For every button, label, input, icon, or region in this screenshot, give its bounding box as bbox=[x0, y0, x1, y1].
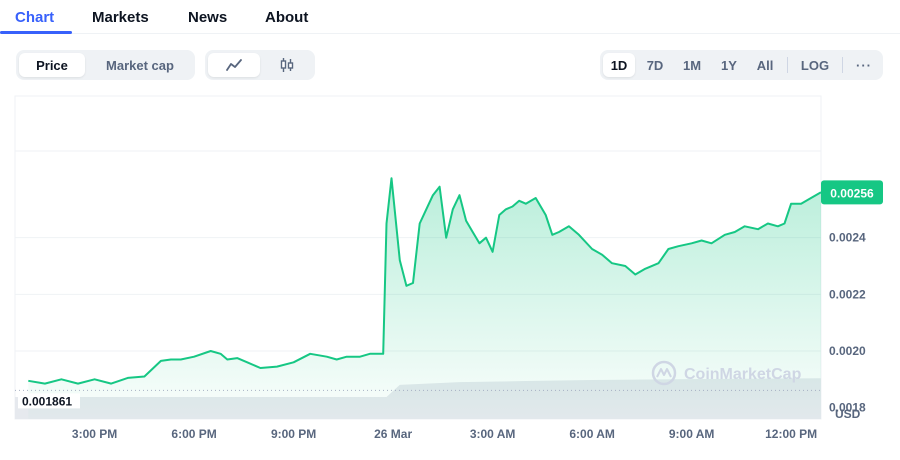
tab-news[interactable]: News bbox=[188, 9, 228, 26]
x-tick-label: 26 Mar bbox=[374, 427, 412, 441]
price-chart[interactable]: 0.001861 CoinMarketCap 0.0018 0.0020 0.002… bbox=[0, 90, 900, 460]
x-tick-label: 9:00 AM bbox=[669, 427, 715, 441]
log-scale-button[interactable]: LOG bbox=[800, 57, 830, 73]
more-options-button[interactable]: ··· bbox=[856, 57, 872, 73]
x-tick-label: 12:00 PM bbox=[765, 427, 817, 441]
tab-bar: Chart Markets News About bbox=[0, 0, 900, 34]
watermark-text: CoinMarketCap bbox=[684, 366, 802, 383]
line-chart-icon bbox=[226, 59, 242, 71]
coinmarketcap-watermark: CoinMarketCap bbox=[651, 360, 802, 386]
x-tick-label: 3:00 PM bbox=[72, 427, 117, 441]
toolbar-divider bbox=[842, 57, 843, 73]
x-tick-label: 6:00 PM bbox=[171, 427, 216, 441]
line-chart-button[interactable] bbox=[208, 53, 260, 77]
reference-price-bg bbox=[18, 393, 80, 409]
x-tick-label: 3:00 AM bbox=[470, 427, 516, 441]
currency-label: USD bbox=[835, 407, 861, 421]
y-tick-label: 0.0022 bbox=[829, 287, 866, 301]
tab-chart[interactable]: Chart bbox=[15, 9, 55, 26]
price-chart-svg[interactable]: 0.001861 CoinMarketCap 0.0018 0.0020 0.002… bbox=[0, 90, 900, 460]
x-tick-label: 9:00 PM bbox=[271, 427, 316, 441]
range-1m-button[interactable]: 1M bbox=[682, 57, 702, 73]
current-price-badge bbox=[821, 180, 883, 205]
current-price-label: 0.00256 bbox=[830, 186, 874, 200]
range-7d-button[interactable]: 7D bbox=[646, 57, 664, 73]
tab-markets[interactable]: Markets bbox=[92, 9, 149, 26]
candlestick-icon bbox=[280, 58, 294, 72]
chart-type-toggle bbox=[205, 50, 315, 80]
market-cap-button[interactable]: Market cap bbox=[106, 57, 174, 73]
metric-toggle: Price Market cap bbox=[16, 50, 195, 80]
tab-about[interactable]: About bbox=[265, 9, 309, 26]
time-range-selector: 1D 7D 1M 1Y All LOG ··· bbox=[600, 50, 883, 80]
price-line bbox=[28, 177, 822, 385]
range-1y-button[interactable]: 1Y bbox=[721, 57, 737, 73]
candlestick-button[interactable] bbox=[262, 53, 312, 77]
y-tick-label: 0.0024 bbox=[829, 231, 866, 245]
range-1d-button[interactable]: 1D bbox=[603, 53, 635, 77]
y-tick-label: 0.0018 bbox=[829, 401, 866, 415]
reference-price-label: 0.001861 bbox=[22, 394, 72, 408]
price-button[interactable]: Price bbox=[19, 53, 85, 77]
x-tick-label: 6:00 AM bbox=[569, 427, 615, 441]
toolbar-divider bbox=[787, 57, 788, 73]
range-all-button[interactable]: All bbox=[756, 57, 774, 73]
active-tab-indicator bbox=[0, 31, 72, 34]
y-tick-label: 0.0020 bbox=[829, 344, 866, 358]
